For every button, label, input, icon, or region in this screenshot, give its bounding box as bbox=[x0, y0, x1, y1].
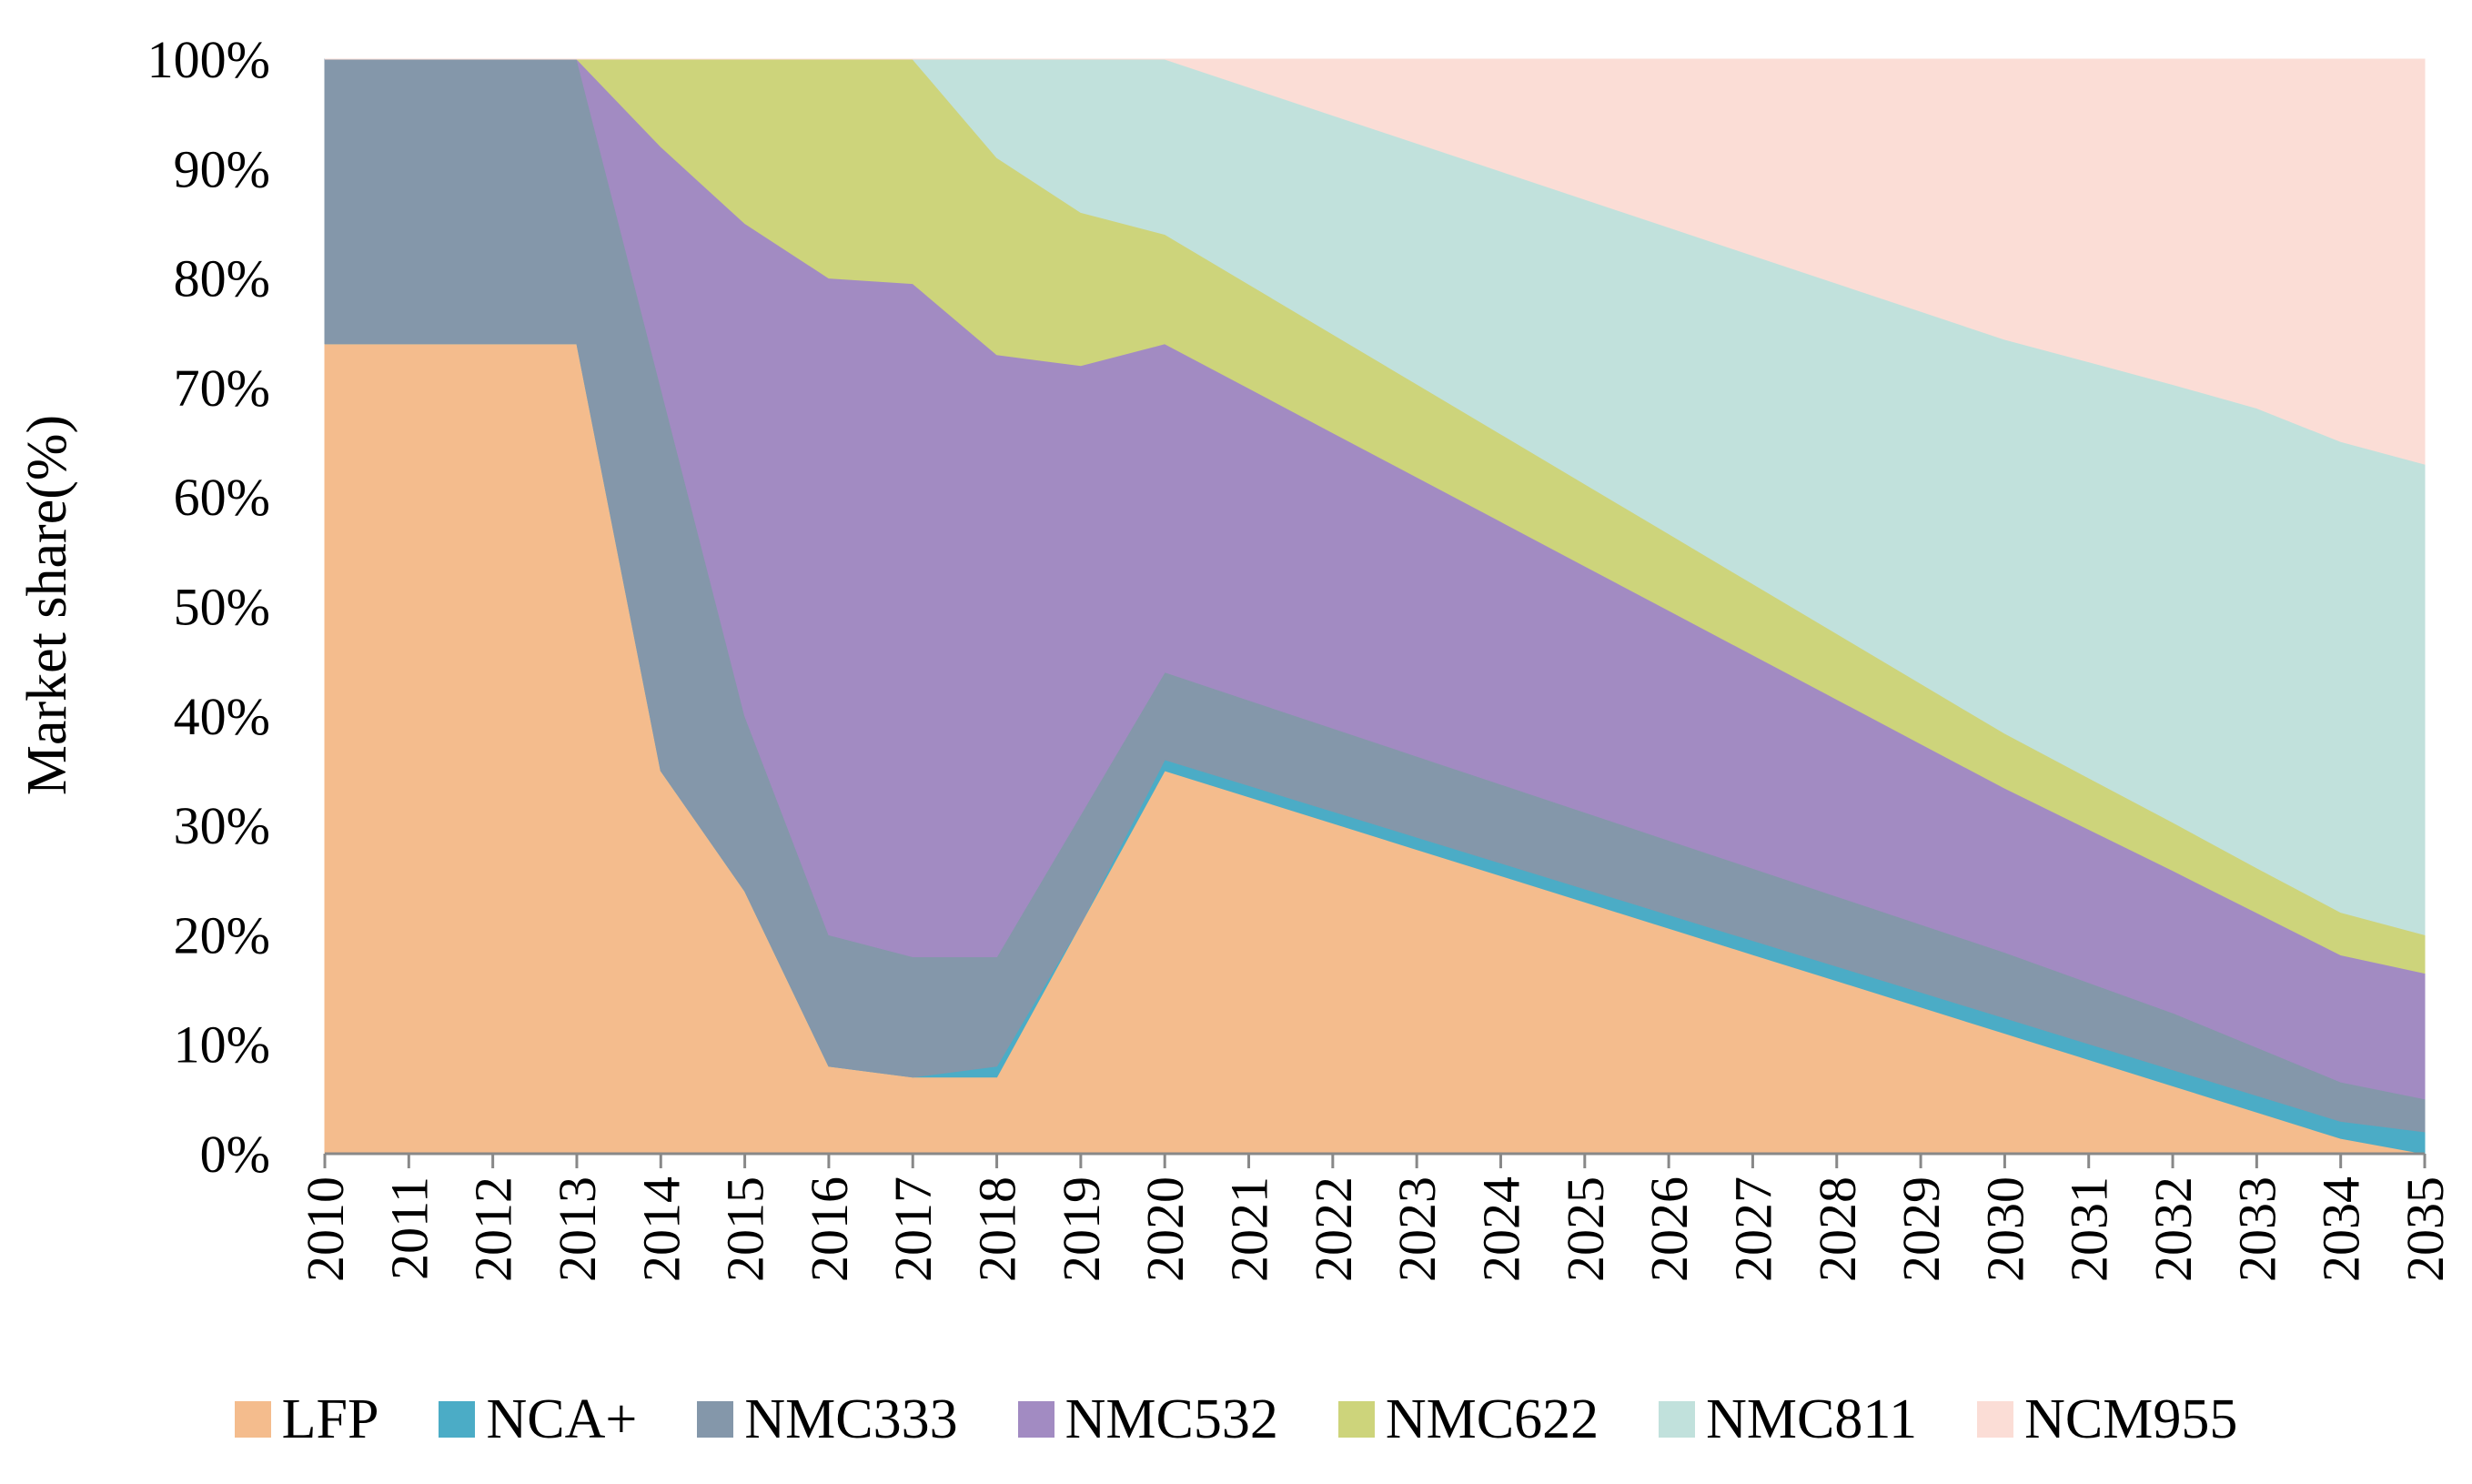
x-tick-label: 2030 bbox=[1975, 1176, 2034, 1282]
x-axis: 2010 2011 2012 2013 2014 2015 2016 2017 2018 2019… bbox=[296, 1152, 2455, 1282]
x-tick-label: 2032 bbox=[2144, 1176, 2203, 1282]
y-tick-label: 0% bbox=[200, 1125, 270, 1184]
x-tick-label: 2022 bbox=[1304, 1176, 1363, 1282]
x-tick-label: 2018 bbox=[968, 1176, 1027, 1282]
y-tick-label: 70% bbox=[174, 358, 270, 418]
legend-label: LFP bbox=[281, 1388, 379, 1450]
legend-item-nmc811: NMC811 bbox=[1659, 1391, 1917, 1448]
legend-item-nca: NCA+ bbox=[439, 1391, 637, 1448]
x-tick-label: 2017 bbox=[883, 1176, 943, 1282]
x-tick-label: 2016 bbox=[800, 1176, 859, 1282]
x-tick-label: 2033 bbox=[2227, 1176, 2286, 1282]
x-tick-label: 2031 bbox=[2060, 1176, 2119, 1282]
x-tick-label: 2027 bbox=[1723, 1176, 1782, 1282]
legend-item-lfp: LFP bbox=[234, 1388, 379, 1450]
legend-swatch bbox=[1659, 1401, 1696, 1438]
x-tick-label: 2026 bbox=[1640, 1176, 1699, 1282]
y-axis-title: Market share(%) bbox=[16, 415, 78, 795]
x-tick-label: 2029 bbox=[1892, 1176, 1951, 1282]
x-tick-label: 2019 bbox=[1052, 1176, 1111, 1282]
x-tick-label: 2013 bbox=[548, 1176, 607, 1282]
x-tick-label: 2020 bbox=[1135, 1176, 1195, 1282]
y-tick-label: 80% bbox=[174, 249, 270, 308]
legend-swatch bbox=[1337, 1401, 1375, 1438]
y-tick-label: 10% bbox=[174, 1015, 270, 1075]
x-tick-label: 2025 bbox=[1556, 1176, 1615, 1282]
legend-swatch bbox=[1977, 1401, 2014, 1438]
x-tick-label: 2015 bbox=[716, 1176, 775, 1282]
x-tick-label: 2035 bbox=[2396, 1176, 2455, 1282]
y-tick-label: 100% bbox=[147, 30, 270, 89]
legend-swatch bbox=[439, 1401, 476, 1438]
area-ncm955 bbox=[325, 58, 2426, 465]
y-tick-label: 50% bbox=[174, 578, 270, 637]
legend-label: NCM955 bbox=[2024, 1388, 2238, 1450]
legend-label: NMC333 bbox=[744, 1388, 958, 1450]
y-tick-label: 60% bbox=[174, 468, 270, 527]
x-tick-label: 2014 bbox=[631, 1176, 691, 1282]
legend-label: NMC811 bbox=[1706, 1388, 1918, 1450]
legend-swatch bbox=[1017, 1401, 1054, 1438]
x-tick-label: 2023 bbox=[1387, 1176, 1447, 1282]
area-series-group bbox=[324, 58, 2426, 1155]
legend-item-nmc532: NMC532 bbox=[1017, 1388, 1278, 1450]
y-tick-label: 40% bbox=[174, 687, 270, 746]
x-tick-label: 2010 bbox=[296, 1176, 355, 1282]
y-tick-label: 30% bbox=[174, 796, 270, 855]
x-tick-label: 2021 bbox=[1220, 1176, 1279, 1282]
legend-item-ncm955: NCM955 bbox=[1977, 1391, 2237, 1448]
x-tick-label: 2011 bbox=[379, 1176, 439, 1280]
y-tick-label: 20% bbox=[174, 905, 270, 964]
y-axis-ticks: 0% 10% 20% 30% 40% 50% 60% 70% 80% 90% 100% bbox=[147, 30, 270, 1184]
legend-label: NCA+ bbox=[486, 1388, 638, 1450]
x-tick-label: 2028 bbox=[1808, 1176, 1867, 1282]
x-tick-label: 2034 bbox=[2312, 1176, 2371, 1282]
legend-item-nmc622: NMC622 bbox=[1337, 1388, 1599, 1450]
legend-swatch bbox=[697, 1401, 734, 1438]
legend: LFP NCA+ NMC333 NMC532 NMC622 NMC811 NCM955 bbox=[0, 1378, 2472, 1460]
legend-swatch bbox=[234, 1401, 271, 1438]
legend-label: NMC622 bbox=[1385, 1388, 1599, 1450]
x-tick-label: 2012 bbox=[464, 1176, 523, 1282]
y-tick-label: 90% bbox=[174, 139, 270, 198]
legend-label: NMC532 bbox=[1064, 1388, 1278, 1450]
x-tick-label: 2024 bbox=[1471, 1176, 1530, 1282]
legend-item-nmc333: NMC333 bbox=[697, 1388, 958, 1450]
